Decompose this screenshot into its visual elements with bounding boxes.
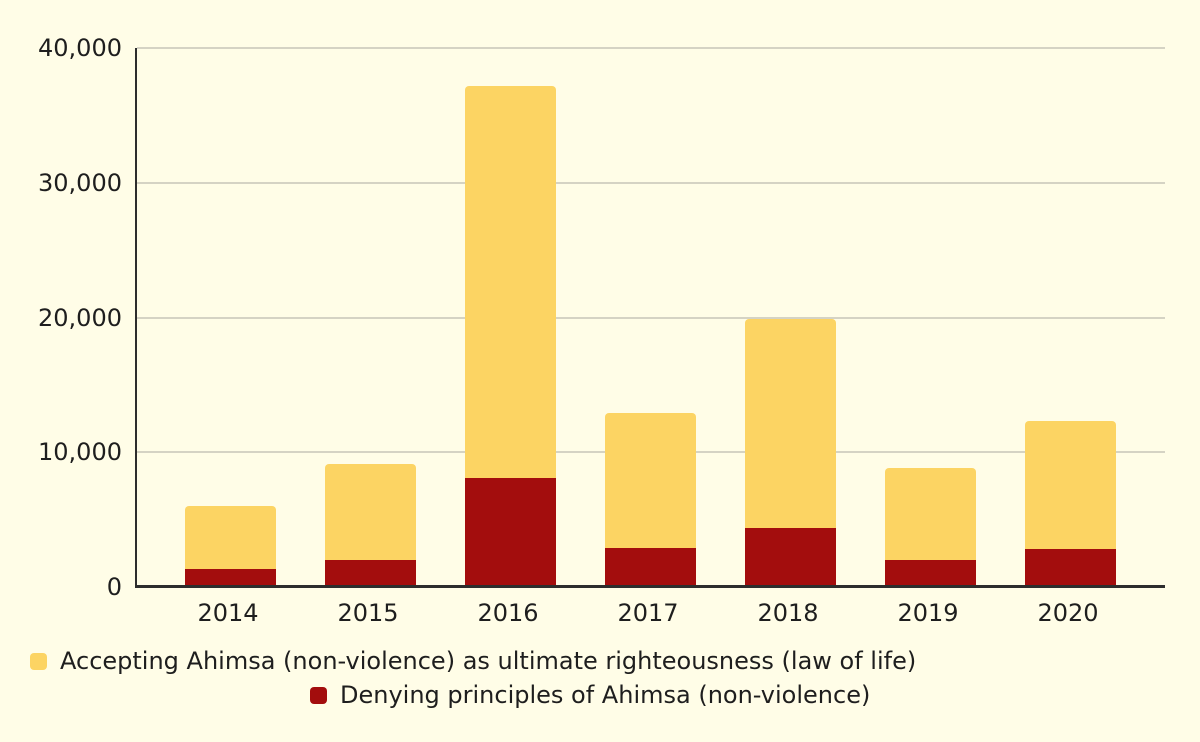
- bar-segment-accepting-2017: [604, 413, 696, 548]
- x-tick-label-2015: 2015: [337, 599, 399, 627]
- x-tick-label-2016: 2016: [477, 599, 539, 627]
- legend-label-accepting: Accepting Ahimsa (non-violence) as ultim…: [60, 647, 917, 675]
- bar-segment-denying-2017: [604, 547, 696, 587]
- y-tick-label-10,000: 10,000: [38, 438, 122, 467]
- bar-segment-denying-2016: [464, 477, 556, 587]
- x-tick-label-2018: 2018: [757, 599, 819, 627]
- plot-area: [135, 47, 1165, 588]
- bar-segment-accepting-2018: [744, 318, 836, 528]
- legend-item-denying: Denying principles of Ahimsa (non-violen…: [310, 680, 870, 710]
- bar-segment-accepting-2014: [184, 506, 276, 570]
- bar-segment-denying-2015: [324, 560, 416, 587]
- x-axis-line: [135, 585, 1165, 588]
- bar-segment-accepting-2020: [1024, 421, 1116, 550]
- gridline-30,000: [137, 181, 1165, 184]
- bar-segment-accepting-2015: [324, 464, 416, 561]
- gridline-20,000: [137, 316, 1165, 319]
- x-tick-label-2019: 2019: [897, 599, 959, 627]
- bar-segment-accepting-2019: [884, 468, 976, 561]
- legend-label-denying: Denying principles of Ahimsa (non-violen…: [340, 681, 871, 709]
- legend-swatch-denying: [310, 686, 327, 704]
- bar-segment-denying-2020: [1024, 549, 1116, 587]
- bar-segment-accepting-2016: [464, 85, 556, 478]
- gridline-40,000: [137, 47, 1165, 49]
- y-tick-label-0: 0: [106, 573, 122, 601]
- y-tick-label-30,000: 30,000: [38, 168, 122, 197]
- bar-segment-denying-2019: [884, 560, 976, 587]
- bar-segment-denying-2018: [744, 527, 836, 587]
- x-tick-label-2020: 2020: [1037, 599, 1099, 627]
- y-tick-label-40,000: 40,000: [38, 34, 122, 62]
- legend-item-accepting: Accepting Ahimsa (non-violence) as ultim…: [30, 646, 916, 676]
- legend-swatch-accepting: [30, 652, 47, 670]
- x-tick-label-2014: 2014: [197, 599, 259, 627]
- y-tick-label-20,000: 20,000: [38, 303, 122, 332]
- x-tick-label-2017: 2017: [617, 599, 679, 627]
- bar-segment-denying-2014: [184, 569, 276, 587]
